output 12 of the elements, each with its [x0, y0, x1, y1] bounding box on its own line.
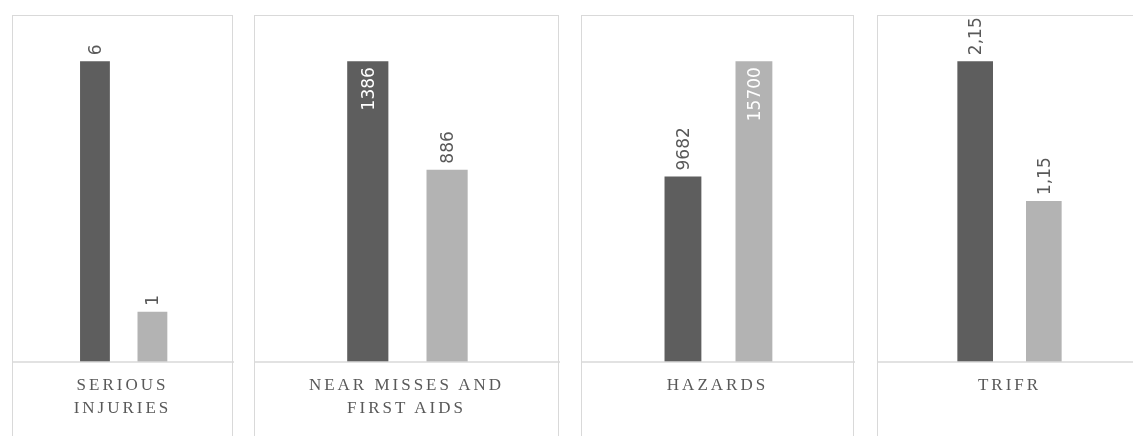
- data-label: 1: [142, 295, 163, 306]
- data-label: 886: [437, 131, 458, 164]
- x-axis-title: SERIOUS INJURIES: [72, 374, 173, 419]
- data-label: 15700: [743, 67, 764, 122]
- data-label: 9682: [672, 127, 693, 171]
- x-axis-title: NEAR MISSES AND FIRST AIDS: [307, 374, 506, 419]
- data-label: 1386: [357, 67, 378, 111]
- data-label: 2,15: [965, 17, 986, 56]
- data-label: 6: [84, 44, 105, 56]
- x-axis-title: HAZARDS: [665, 374, 770, 396]
- x-axis-title: TRIFR: [976, 374, 1043, 396]
- data-label: 1,15: [1033, 157, 1054, 196]
